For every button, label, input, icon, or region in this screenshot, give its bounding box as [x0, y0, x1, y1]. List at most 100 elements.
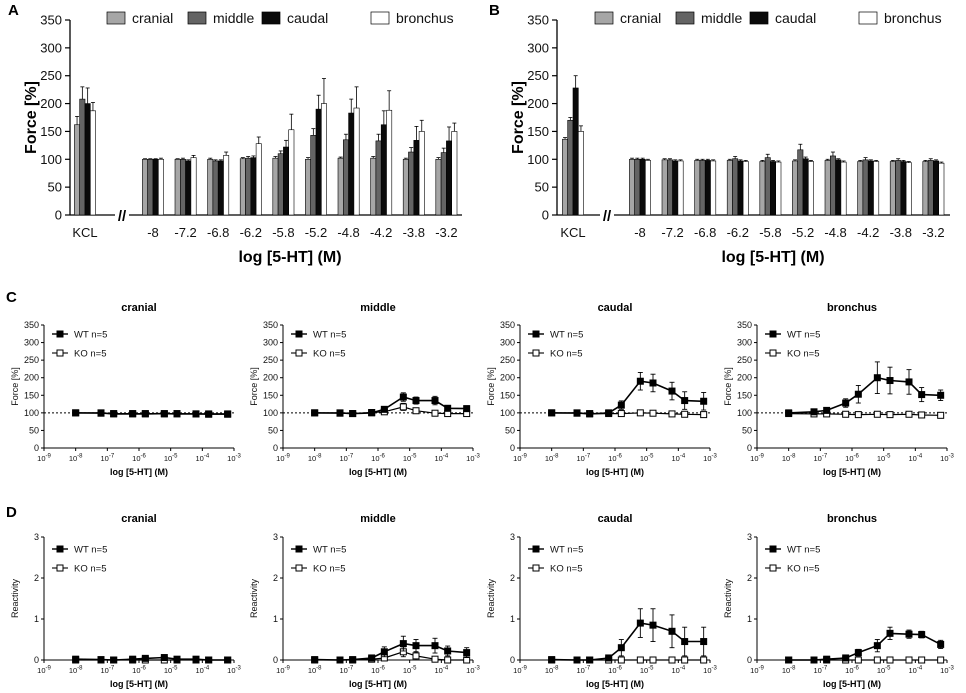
y-tick-label: 50	[505, 425, 515, 435]
y-tick-label: 1	[747, 614, 752, 624]
x-tick-base: 10	[940, 666, 948, 675]
wt-point	[810, 656, 818, 664]
x-tick-exponent: -3	[712, 454, 718, 460]
bar-bronchus	[320, 103, 327, 216]
y-tick-label: 100	[24, 408, 39, 418]
y-tick-label: 50	[535, 180, 549, 195]
wt-point	[399, 393, 407, 401]
wt-point	[192, 410, 200, 418]
bar-bronchus	[807, 161, 814, 216]
bar-bronchus	[158, 158, 164, 216]
x-tick-label: 10-7	[576, 666, 590, 676]
wt-point	[586, 410, 594, 418]
bar-middle	[927, 160, 934, 216]
x-tick-base: 10	[339, 666, 347, 675]
bar-middle	[699, 160, 706, 216]
x-tick-label: -5.8	[272, 225, 294, 240]
x-tick-label: 10-3	[227, 666, 241, 676]
wt-line	[551, 380, 704, 415]
legend-wt-label: WT n=5	[787, 545, 820, 556]
y-tick-label: 350	[737, 320, 752, 330]
y-tick-label: 300	[500, 338, 515, 348]
ko-point	[617, 656, 625, 664]
ko-point	[649, 409, 657, 417]
x-tick-label: 10-7	[100, 666, 114, 676]
x-tick-exponent: -9	[522, 454, 528, 460]
x-tick-label: 10-5	[640, 454, 654, 464]
x-tick-base: 10	[576, 454, 584, 463]
x-axis-title: log [5-HT] (M)	[349, 679, 407, 689]
wt-point	[224, 410, 232, 418]
x-tick-label: 10-6	[132, 666, 146, 676]
legend-swatch-cranial	[594, 11, 614, 25]
y-tick-label: 250	[24, 355, 39, 365]
legend-swatch-bronchus	[370, 11, 390, 25]
x-tick-base: 10	[371, 666, 379, 675]
wt-point	[548, 656, 556, 664]
x-tick-label: 10-6	[132, 454, 146, 464]
wt-point	[918, 631, 926, 639]
bar-caudal	[283, 146, 289, 216]
x-tick-label: 10-7	[813, 454, 827, 464]
bar-cranial	[402, 158, 409, 216]
axis-break: //	[118, 208, 127, 225]
x-tick-label: 10-8	[69, 454, 83, 464]
wt-point	[854, 390, 862, 398]
x-tick-base: 10	[339, 454, 347, 463]
x-tick-label: 10-8	[782, 666, 796, 676]
wt-point	[431, 642, 439, 650]
x-tick-label: 10-7	[100, 454, 114, 464]
x-tick-base: 10	[845, 666, 853, 675]
legend-wt-marker	[532, 545, 540, 553]
legend-wt-marker	[56, 545, 64, 553]
y-tick-label: 350	[263, 320, 278, 330]
legend-swatch-caudal	[749, 11, 769, 25]
wt-point	[700, 638, 708, 646]
x-tick-exponent: -9	[46, 454, 52, 460]
x-axis-title: log [5-HT] (M)	[823, 467, 881, 477]
x-tick-exponent: -5	[648, 454, 654, 460]
x-tick-exponent: -8	[553, 454, 559, 460]
x-tick-base: 10	[164, 666, 172, 675]
x-tick-exponent: -8	[790, 454, 796, 460]
bar-cranial	[824, 160, 831, 216]
y-axis-title: Force [%]	[10, 367, 20, 406]
wt-point	[548, 409, 556, 417]
ko-line	[788, 413, 941, 416]
wt-point	[700, 397, 708, 405]
bar-bronchus	[418, 131, 425, 216]
x-tick-label: 10-4	[908, 666, 922, 676]
y-tick-label: 250	[527, 68, 549, 83]
legend-ko-marker	[56, 564, 64, 572]
legend-label-middle: middle	[213, 10, 254, 26]
x-tick-exponent: -6	[617, 666, 623, 672]
wt-point	[636, 377, 644, 385]
x-tick-exponent: -5	[411, 454, 417, 460]
x-tick-label: -8	[634, 225, 646, 240]
x-tick-label: -4.8	[824, 225, 846, 240]
x-tick-base: 10	[69, 666, 77, 675]
y-tick-label: 0	[542, 208, 549, 223]
y-tick-label: 200	[527, 96, 549, 111]
bar-caudal	[867, 160, 874, 216]
x-tick-exponent: -7	[585, 454, 591, 460]
bar-cranial	[272, 157, 279, 216]
legend-ko-label: KO n=5	[74, 564, 106, 575]
panel-label-A: A	[8, 2, 19, 19]
wt-point	[573, 656, 581, 664]
wt-point	[205, 410, 213, 418]
x-tick-exponent: -6	[854, 454, 860, 460]
y-tick-label: 1	[510, 614, 515, 624]
ko-point	[668, 656, 676, 664]
legend-swatch-bronchus	[858, 11, 878, 25]
y-tick-label: 3	[34, 532, 39, 542]
x-tick-label: -4.2	[370, 225, 392, 240]
x-tick-exponent: -5	[648, 666, 654, 672]
x-tick-base: 10	[640, 666, 648, 675]
y-axis-title: Force [%]	[510, 81, 527, 154]
wt-point	[412, 642, 420, 650]
bar-cranial	[726, 160, 733, 216]
x-tick-base: 10	[308, 666, 316, 675]
wt-point	[129, 410, 137, 418]
